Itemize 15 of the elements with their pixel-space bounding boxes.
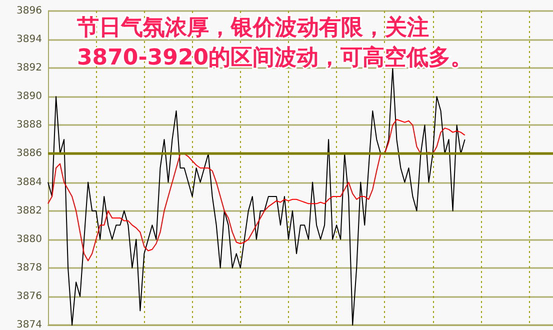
y-tick-label: 3896 [16,6,42,16]
y-tick-label: 3892 [16,62,42,74]
y-tick-label: 3890 [16,91,42,102]
y-tick-label: 3884 [16,176,42,188]
y-tick-label: 3886 [16,148,42,160]
y-tick-label: 3878 [16,262,42,274]
text: 节日气氛浓厚，银价波动有限，关注3870-3920的区间波动，可高空低多。 [76,14,473,70]
y-tick-label: 3880 [16,234,42,245]
y-tick-label: 3874 [16,320,42,330]
y-tick-label: 3876 [16,290,42,302]
y-tick-label: 3888 [16,120,42,131]
line-series [48,118,466,262]
line-series [48,68,466,326]
y-tick-label: 3894 [16,34,42,46]
y-tick-label: 3882 [16,205,42,216]
